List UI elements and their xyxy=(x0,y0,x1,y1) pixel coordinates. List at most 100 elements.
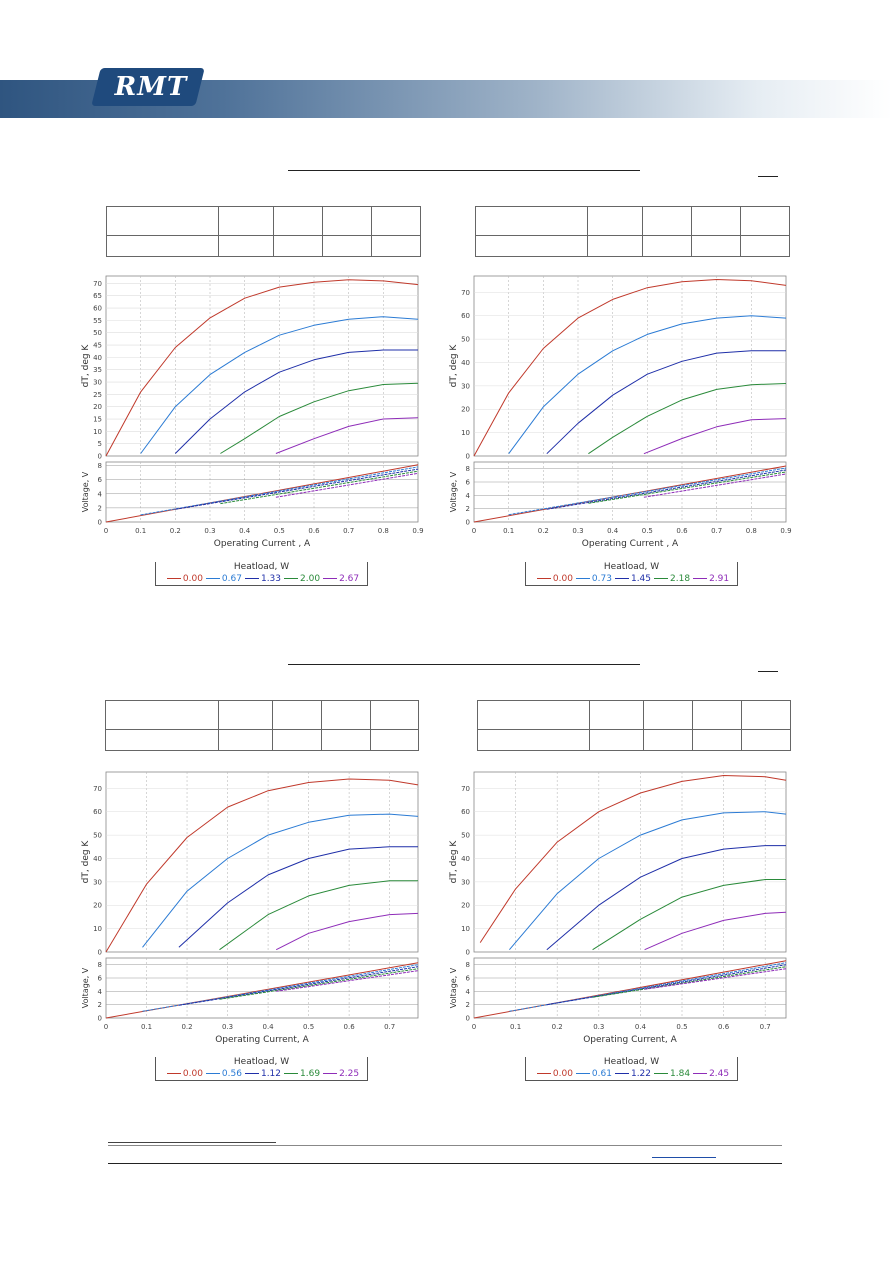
dt-series-line-2.45 xyxy=(644,911,787,951)
legend-entry: 2.18 xyxy=(651,573,690,585)
dt-tick-label: 20 xyxy=(93,902,102,910)
v-series-line-0.00 xyxy=(105,962,419,1019)
voltage-plot-frame xyxy=(105,957,419,1019)
v-series-line-1.12 xyxy=(178,966,419,1006)
legend-entry: 1.69 xyxy=(281,1068,320,1080)
x-tick-label: 0.8 xyxy=(378,527,389,535)
v-series-line-2.18 xyxy=(588,471,787,504)
legend-title: Heatload, W xyxy=(603,1057,660,1067)
dt-series-line-0.00 xyxy=(479,775,787,943)
x-tick-label: 0.4 xyxy=(239,527,251,535)
dt-series-line-1.22 xyxy=(546,845,786,951)
dt-series-line-0.00 xyxy=(473,279,787,457)
dt-axis-title: dT, deg K xyxy=(449,840,459,884)
dt-tick-label: 50 xyxy=(461,832,470,840)
dt-series-line-0.00 xyxy=(105,279,419,457)
dt-tick-label: 10 xyxy=(93,428,102,436)
legend-swatch xyxy=(166,1073,181,1074)
v-axis-title: Voltage, V xyxy=(81,471,90,512)
dt-tick-label: 15 xyxy=(93,416,102,424)
page-mark-rule xyxy=(758,671,778,672)
legend-items: 0.00 0.56 1.12 1.69 2.25 xyxy=(156,1068,367,1080)
x-axis-title: Operating Current, A xyxy=(583,1035,677,1045)
v-series-line-1.22 xyxy=(546,964,787,1006)
dt-series-line-2.00 xyxy=(220,382,419,454)
dt-tick-label: 60 xyxy=(93,305,102,313)
x-tick-label: 0.5 xyxy=(274,527,285,535)
footer-link[interactable] xyxy=(652,1157,716,1158)
legend-label: 2.18 xyxy=(670,574,691,584)
v-tick-label: 6 xyxy=(466,975,471,983)
x-tick-label: 0.3 xyxy=(572,527,583,535)
dt-tick-label: 5 xyxy=(98,440,102,448)
legend-swatch xyxy=(575,1073,590,1074)
legend-label: 1.12 xyxy=(260,1069,282,1079)
v-series-line-0.73 xyxy=(508,467,787,516)
x-tick-label: 0.7 xyxy=(343,527,354,535)
legend-title: Heatload, W xyxy=(233,562,290,572)
dt-tick-label: 20 xyxy=(461,406,470,414)
performance-chart: 0 0.1 0.2 0.3 0.4 0.5 0.6 0.7 0.8 0.9010203040506… xyxy=(449,275,792,549)
dt-series-line-2.25 xyxy=(275,912,419,951)
legend-entry: 0.56 xyxy=(203,1068,242,1080)
legend-label: 1.69 xyxy=(300,1069,321,1079)
v-tick-label: 4 xyxy=(98,988,103,996)
x-tick-label: 0.4 xyxy=(263,1023,275,1031)
dt-series-line-2.91 xyxy=(643,418,787,455)
x-tick-label: 0 xyxy=(104,527,108,535)
legend-label: 2.91 xyxy=(709,574,730,584)
dt-series-line-1.45 xyxy=(546,350,786,455)
x-tick-label: 0.6 xyxy=(676,527,688,535)
legend-entry: 2.00 xyxy=(281,573,320,585)
dt-axis-title: dT, deg K xyxy=(449,344,459,388)
legend-entry: 0.00 xyxy=(534,573,573,585)
dt-series-line-1.84 xyxy=(592,879,786,951)
v-tick-label: 8 xyxy=(466,465,470,473)
legend-swatch xyxy=(614,1073,629,1074)
legend-entry: 1.22 xyxy=(612,1068,651,1080)
v-axis-title: Voltage, V xyxy=(449,967,458,1008)
legend-label: 0.00 xyxy=(182,1069,203,1079)
v-tick-label: 6 xyxy=(466,479,471,487)
legend-label: 2.45 xyxy=(709,1069,730,1079)
legend-entry: 1.12 xyxy=(242,1068,281,1080)
dt-series-line-0.73 xyxy=(508,315,787,454)
v-tick-label: 0 xyxy=(466,519,470,527)
dt-axis-title: dT, deg K xyxy=(81,840,91,884)
v-tick-label: 2 xyxy=(466,505,470,513)
x-tick-label: 0.1 xyxy=(510,1023,521,1031)
legend-label: 0.00 xyxy=(182,574,203,584)
dt-tick-label: 20 xyxy=(93,403,102,411)
x-tick-label: 0.2 xyxy=(170,527,181,535)
dt-tick-label: 40 xyxy=(93,855,102,863)
legend-label: 2.25 xyxy=(339,1069,360,1079)
legend-items: 0.00 0.61 1.22 1.84 2.45 xyxy=(526,1068,737,1080)
legend-entry: 2.67 xyxy=(320,573,359,585)
x-axis-title: Operating Current, A xyxy=(215,1035,309,1045)
v-series-line-2.67 xyxy=(275,472,419,498)
legend-entry: 0.73 xyxy=(573,573,612,585)
section-title-rule xyxy=(288,664,640,665)
dt-tick-label: 55 xyxy=(93,317,102,325)
v-tick-label: 8 xyxy=(466,961,470,969)
legend-label: 1.22 xyxy=(630,1069,652,1079)
legend-swatch xyxy=(536,578,551,579)
logo-text: RMT xyxy=(114,72,188,102)
x-axis-title: Operating Current , A xyxy=(214,539,311,549)
dt-tick-label: 0 xyxy=(466,949,470,957)
spec-table xyxy=(106,206,421,257)
spec-table xyxy=(105,700,419,751)
legend-swatch xyxy=(166,578,181,579)
dt-plot-frame xyxy=(473,275,787,457)
legend-label: 2.67 xyxy=(339,574,360,584)
dt-tick-label: 10 xyxy=(461,429,470,437)
voltage-plot-frame xyxy=(473,461,787,523)
x-tick-label: 0.7 xyxy=(384,1023,395,1031)
legend-swatch xyxy=(575,578,590,579)
dt-series-line-1.12 xyxy=(178,846,418,948)
dt-series-line-2.67 xyxy=(275,417,419,454)
v-axis-title: Voltage, V xyxy=(81,967,90,1008)
dt-tick-label: 10 xyxy=(93,925,102,933)
x-axis-title: Operating Current , A xyxy=(582,539,679,549)
v-series-line-2.45 xyxy=(644,968,787,990)
